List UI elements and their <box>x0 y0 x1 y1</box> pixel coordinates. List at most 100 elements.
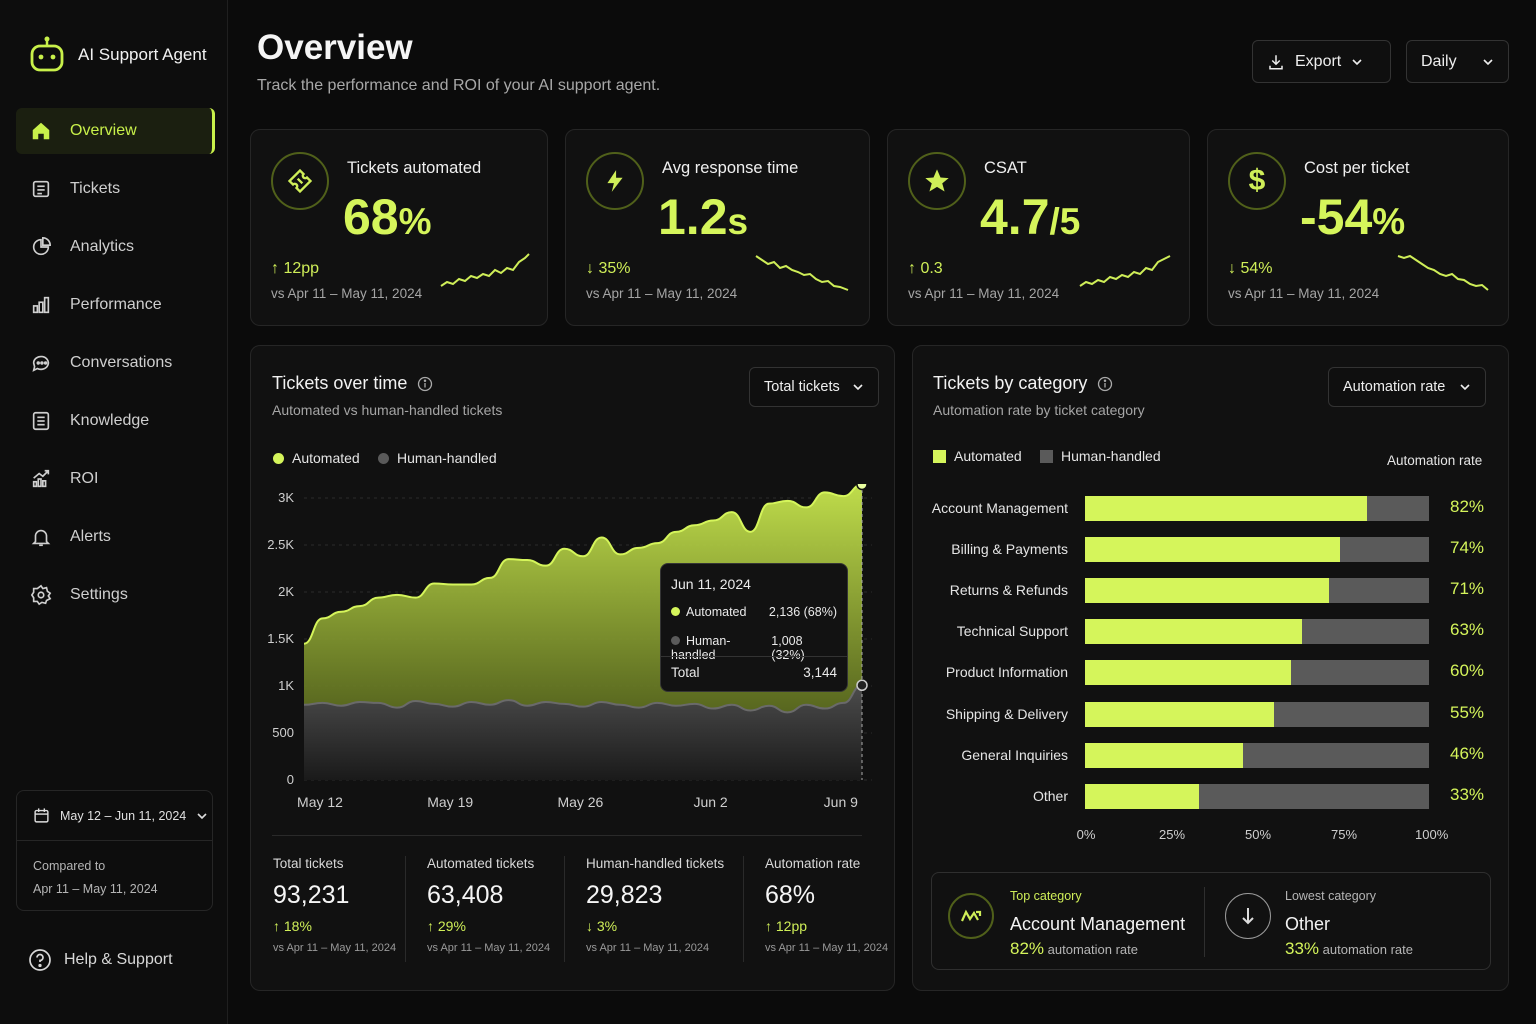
x-tick-label: May 12 <box>297 794 343 810</box>
x-tick-label: 75% <box>1330 827 1358 842</box>
category-bar[interactable] <box>1085 578 1429 604</box>
tickets-over-time-title: Tickets over time <box>272 373 433 394</box>
sidebar-item-performance[interactable]: Performance <box>16 282 215 328</box>
tooltip-row-automated: Automated 2,136 (68%) <box>671 605 837 619</box>
category-bar-fill <box>1085 496 1368 521</box>
category-bar-fill <box>1085 742 1244 768</box>
period-select[interactable]: Daily <box>1406 40 1509 83</box>
automated-line <box>303 484 863 645</box>
metric-select-value: Total tickets <box>764 379 840 395</box>
category-bar[interactable] <box>1085 496 1429 521</box>
kpi-sparkline <box>1079 255 1171 287</box>
y-tick-label: 1.5K <box>267 631 294 646</box>
compare-label: Compared to <box>33 859 106 873</box>
category-bar[interactable] <box>1085 783 1429 809</box>
sidebar-item-label: Tickets <box>70 180 121 197</box>
document-icon <box>32 411 50 431</box>
date-range-select[interactable]: May 12 – Jun 11, 2024 <box>17 791 212 841</box>
legend-swatch <box>1040 449 1053 463</box>
top-category-rate: 82% automation rate <box>1010 939 1138 958</box>
legend-automated: Automated <box>933 448 1022 464</box>
sidebar-nav: Overview Tickets Analytics Performance C… <box>16 108 215 630</box>
sidebar-item-tickets[interactable]: Tickets <box>16 166 215 212</box>
stat-automated-tickets: Automated tickets 63,408 ↑ 29% vs Apr 11 – … <box>427 856 551 954</box>
kpi-label: Cost per ticket <box>1304 159 1410 177</box>
category-metric-value: Automation rate <box>1343 379 1446 395</box>
brand[interactable]: AI Support Agent <box>28 36 207 74</box>
y-tick-label: 2.5K <box>267 537 294 552</box>
sidebar-item-overview[interactable]: Overview <box>16 108 215 154</box>
kpi-delta: ↑ 12pp <box>271 260 320 277</box>
info-icon[interactable] <box>1097 376 1113 392</box>
sidebar-item-label: Settings <box>70 586 128 603</box>
category-bar[interactable] <box>1085 701 1429 727</box>
kpi-compare: vs Apr 11 – May 11, 2024 <box>1228 286 1380 301</box>
automation-rate-header: Automation rate <box>1387 453 1483 468</box>
category-summary: Top category Account Management 82% auto… <box>931 872 1491 970</box>
stat-automation-rate: Automation rate 68% ↑ 12pp vs Apr 11 – May … <box>765 856 889 954</box>
lowest-category-caption: Lowest category <box>1285 889 1377 903</box>
legend-swatch <box>378 452 389 464</box>
date-range-value: May 12 – Jun 11, 2024 <box>60 808 187 823</box>
top-category-name: Account Management <box>1010 914 1186 934</box>
chevron-down-icon <box>1483 58 1493 65</box>
kpi-compare: vs Apr 11 – May 11, 2024 <box>908 286 1060 301</box>
human-handled-line <box>303 684 863 714</box>
x-tick-label: 100% <box>1415 827 1449 842</box>
stat-total-tickets: Total tickets 93,231 ↑ 18% vs Apr 11 – May … <box>273 856 397 954</box>
help-label: Help & Support <box>64 951 173 968</box>
kpi-delta: ↑ 0.3 <box>908 260 943 277</box>
category-bar-fill <box>1085 783 1199 809</box>
sidebar-item-label: ROI <box>70 470 99 487</box>
sidebar-item-label: Alerts <box>70 528 111 545</box>
sidebar-item-settings[interactable]: Settings <box>16 572 215 618</box>
metric-select[interactable]: Total tickets <box>749 367 879 407</box>
bar-chart-icon <box>32 296 50 314</box>
lowest-category-rate: 33% automation rate <box>1285 939 1413 958</box>
kpi-delta: ↓ 54% <box>1228 260 1273 277</box>
robot-icon <box>30 36 64 72</box>
category-label: Shipping & Delivery <box>945 705 1068 722</box>
sidebar-item-alerts[interactable]: Alerts <box>16 514 215 560</box>
category-bar[interactable] <box>1085 619 1429 645</box>
chevron-down-icon <box>1460 384 1470 391</box>
category-bar-fill <box>1085 701 1275 727</box>
legend-swatch <box>273 452 284 464</box>
y-tick-label: 1K <box>278 678 294 693</box>
sidebar-item-label: Performance <box>70 296 162 313</box>
kpi-label: Avg response time <box>662 159 799 177</box>
category-bar[interactable] <box>1085 742 1429 768</box>
category-label: Technical Support <box>956 623 1068 640</box>
sidebar-item-knowledge[interactable]: Knowledge <box>16 398 215 444</box>
category-label: Other <box>1032 787 1068 804</box>
export-label: Export <box>1295 52 1342 70</box>
legend-human-handled: Human-handled <box>1040 448 1161 464</box>
kpi-compare: vs Apr 11 – May 11, 2024 <box>271 286 423 301</box>
category-metric-select[interactable]: Automation rate <box>1328 367 1486 407</box>
page-title: Overview <box>257 28 413 67</box>
category-bar[interactable] <box>1085 660 1429 686</box>
category-rate-label: 63% <box>1450 620 1485 640</box>
category-rate-label: 82% <box>1450 497 1485 516</box>
sidebar-item-conversations[interactable]: Conversations <box>16 340 215 386</box>
date-range-picker[interactable]: May 12 – Jun 11, 2024 Compared to Apr 11… <box>16 790 213 911</box>
category-rate-label: 71% <box>1450 579 1485 599</box>
category-rate-label: 55% <box>1450 702 1485 722</box>
kpi-value: 1.2s <box>658 189 749 245</box>
help-support-link[interactable]: Help & Support <box>28 948 173 972</box>
hover-point-automated <box>856 484 868 491</box>
export-button[interactable]: Export <box>1252 40 1391 83</box>
sidebar-item-roi[interactable]: ROI <box>16 456 215 502</box>
category-bar[interactable] <box>1085 537 1429 563</box>
y-tick-label: 500 <box>272 725 294 740</box>
category-bar-fill <box>1085 660 1292 686</box>
kpi-sparkline <box>440 253 530 287</box>
star-icon <box>908 152 966 210</box>
kpi-value: -54% <box>1300 189 1406 245</box>
legend-automated: Automated <box>273 450 360 466</box>
sidebar-item-analytics[interactable]: Analytics <box>16 224 215 270</box>
arrow-down-icon <box>1225 893 1271 939</box>
chart-tooltip: Jun 11, 2024 Automated 2,136 (68%) Human… <box>660 563 848 692</box>
info-icon[interactable] <box>417 376 433 392</box>
top-category-caption: Top category <box>1010 889 1082 903</box>
